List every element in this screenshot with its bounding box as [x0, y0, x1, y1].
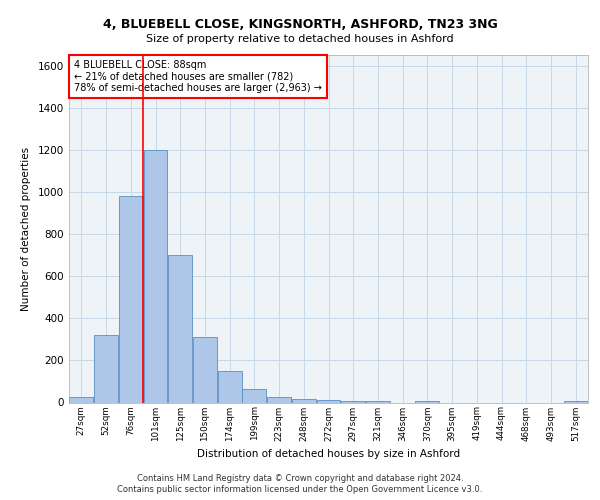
- Bar: [218, 371, 242, 402]
- Bar: [168, 255, 192, 402]
- Bar: [267, 397, 291, 402]
- Text: 4 BLUEBELL CLOSE: 88sqm
← 21% of detached houses are smaller (782)
78% of semi-d: 4 BLUEBELL CLOSE: 88sqm ← 21% of detache…: [74, 60, 322, 94]
- X-axis label: Distribution of detached houses by size in Ashford: Distribution of detached houses by size …: [197, 449, 460, 459]
- Bar: [317, 400, 340, 402]
- Text: Size of property relative to detached houses in Ashford: Size of property relative to detached ho…: [146, 34, 454, 43]
- Bar: [242, 389, 266, 402]
- Bar: [193, 337, 217, 402]
- Text: 4, BLUEBELL CLOSE, KINGSNORTH, ASHFORD, TN23 3NG: 4, BLUEBELL CLOSE, KINGSNORTH, ASHFORD, …: [103, 18, 497, 30]
- Bar: [94, 335, 118, 402]
- Bar: [70, 397, 94, 402]
- Text: Contains HM Land Registry data © Crown copyright and database right 2024.
Contai: Contains HM Land Registry data © Crown c…: [118, 474, 482, 494]
- Bar: [143, 150, 167, 403]
- Y-axis label: Number of detached properties: Number of detached properties: [21, 146, 31, 311]
- Bar: [292, 400, 316, 402]
- Bar: [119, 196, 143, 402]
